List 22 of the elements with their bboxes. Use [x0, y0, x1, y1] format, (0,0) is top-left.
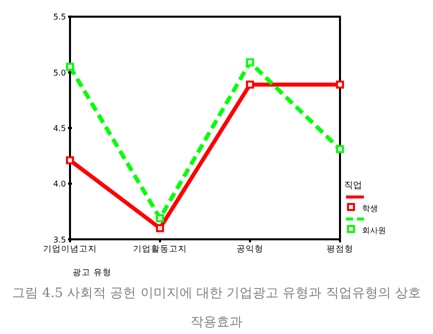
- x-tick-label: 공익형: [236, 244, 264, 254]
- y-tick-label: 5.5: [53, 12, 66, 22]
- point: [336, 80, 344, 89]
- y-tick-label: 3.5: [53, 235, 66, 244]
- y-tick-label: 4.0: [53, 180, 66, 189]
- point: [246, 58, 254, 66]
- caption: 그림 4.5 사회적 공헌 이미지에 대한 기업광고 유형과 직업유형의 상호작용효과: [11, 285, 422, 332]
- y-tick-label: 5.0: [53, 68, 66, 78]
- point: [156, 214, 164, 222]
- legend-label: 회사원: [362, 226, 386, 235]
- legend-title: 직업: [344, 181, 362, 191]
- point: [246, 80, 254, 89]
- legend-label: 학생: [362, 204, 378, 213]
- x-axis-title: 광고 유형: [72, 268, 112, 278]
- y-tick-label: 4.5: [53, 124, 66, 133]
- point: [66, 62, 74, 71]
- point: [66, 156, 74, 164]
- point: [336, 145, 344, 154]
- point: [156, 224, 164, 232]
- x-tick-label: 기업이념고지: [43, 244, 97, 254]
- x-tick-label: 평점형: [326, 244, 354, 254]
- x-tick-label: 기업활동고지: [133, 244, 187, 254]
